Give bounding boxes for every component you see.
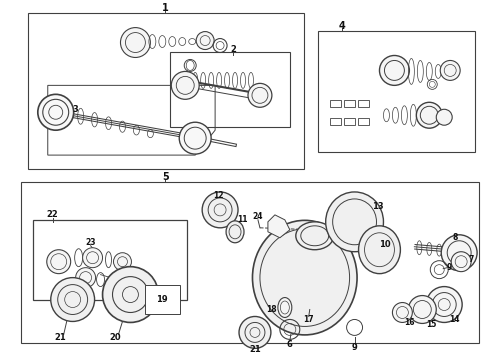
Text: 19: 19 <box>156 295 168 304</box>
Text: 24: 24 <box>253 212 263 221</box>
Ellipse shape <box>252 220 357 335</box>
Circle shape <box>196 32 214 50</box>
Bar <box>343 118 355 125</box>
Text: 21: 21 <box>55 333 67 342</box>
Text: 7: 7 <box>468 255 474 264</box>
Circle shape <box>51 278 95 321</box>
Text: 17: 17 <box>303 315 314 324</box>
Bar <box>146 285 180 315</box>
Circle shape <box>114 253 131 271</box>
Circle shape <box>248 84 272 107</box>
Circle shape <box>47 250 71 274</box>
Circle shape <box>83 248 102 268</box>
Text: 13: 13 <box>372 202 383 211</box>
Bar <box>171 53 290 127</box>
Circle shape <box>379 55 409 85</box>
Circle shape <box>451 252 471 272</box>
Text: 8: 8 <box>452 233 458 242</box>
Text: 23: 23 <box>85 238 96 247</box>
Circle shape <box>202 192 238 228</box>
Circle shape <box>436 109 452 125</box>
Ellipse shape <box>326 192 384 252</box>
Text: 15: 15 <box>426 320 437 329</box>
Ellipse shape <box>359 226 400 274</box>
Bar <box>28 13 304 169</box>
Circle shape <box>121 28 150 58</box>
Polygon shape <box>268 215 290 238</box>
Circle shape <box>441 235 477 271</box>
Ellipse shape <box>278 298 292 318</box>
Bar <box>318 31 475 152</box>
Text: 4: 4 <box>338 21 345 31</box>
Text: 18: 18 <box>267 305 277 314</box>
Text: 10: 10 <box>379 240 390 249</box>
Text: 6: 6 <box>287 340 293 349</box>
Text: 22: 22 <box>47 210 59 219</box>
Ellipse shape <box>226 221 244 243</box>
Text: 21: 21 <box>249 345 261 354</box>
Bar <box>358 100 368 107</box>
Circle shape <box>75 268 96 288</box>
Circle shape <box>426 287 462 323</box>
Ellipse shape <box>296 222 334 250</box>
Circle shape <box>172 71 199 99</box>
Text: 11: 11 <box>237 215 247 224</box>
Text: 3: 3 <box>73 105 78 114</box>
Circle shape <box>38 94 74 130</box>
Text: 20: 20 <box>110 333 122 342</box>
Bar <box>358 118 368 125</box>
Text: 5: 5 <box>162 172 169 182</box>
Bar <box>330 100 341 107</box>
Text: 16: 16 <box>404 318 415 327</box>
Bar <box>330 118 341 125</box>
Bar <box>33 220 187 300</box>
Text: 1: 1 <box>162 3 169 13</box>
Bar <box>343 100 355 107</box>
Text: 12: 12 <box>213 192 223 201</box>
Circle shape <box>102 267 158 323</box>
Text: 9: 9 <box>446 263 452 272</box>
Text: 14: 14 <box>449 315 460 324</box>
Text: 9: 9 <box>352 343 357 352</box>
Circle shape <box>239 316 271 348</box>
Circle shape <box>392 302 413 323</box>
Text: 2: 2 <box>230 45 236 54</box>
Circle shape <box>408 296 436 323</box>
Circle shape <box>440 60 460 80</box>
Circle shape <box>179 122 211 154</box>
Circle shape <box>416 102 442 128</box>
Bar <box>21 182 479 343</box>
